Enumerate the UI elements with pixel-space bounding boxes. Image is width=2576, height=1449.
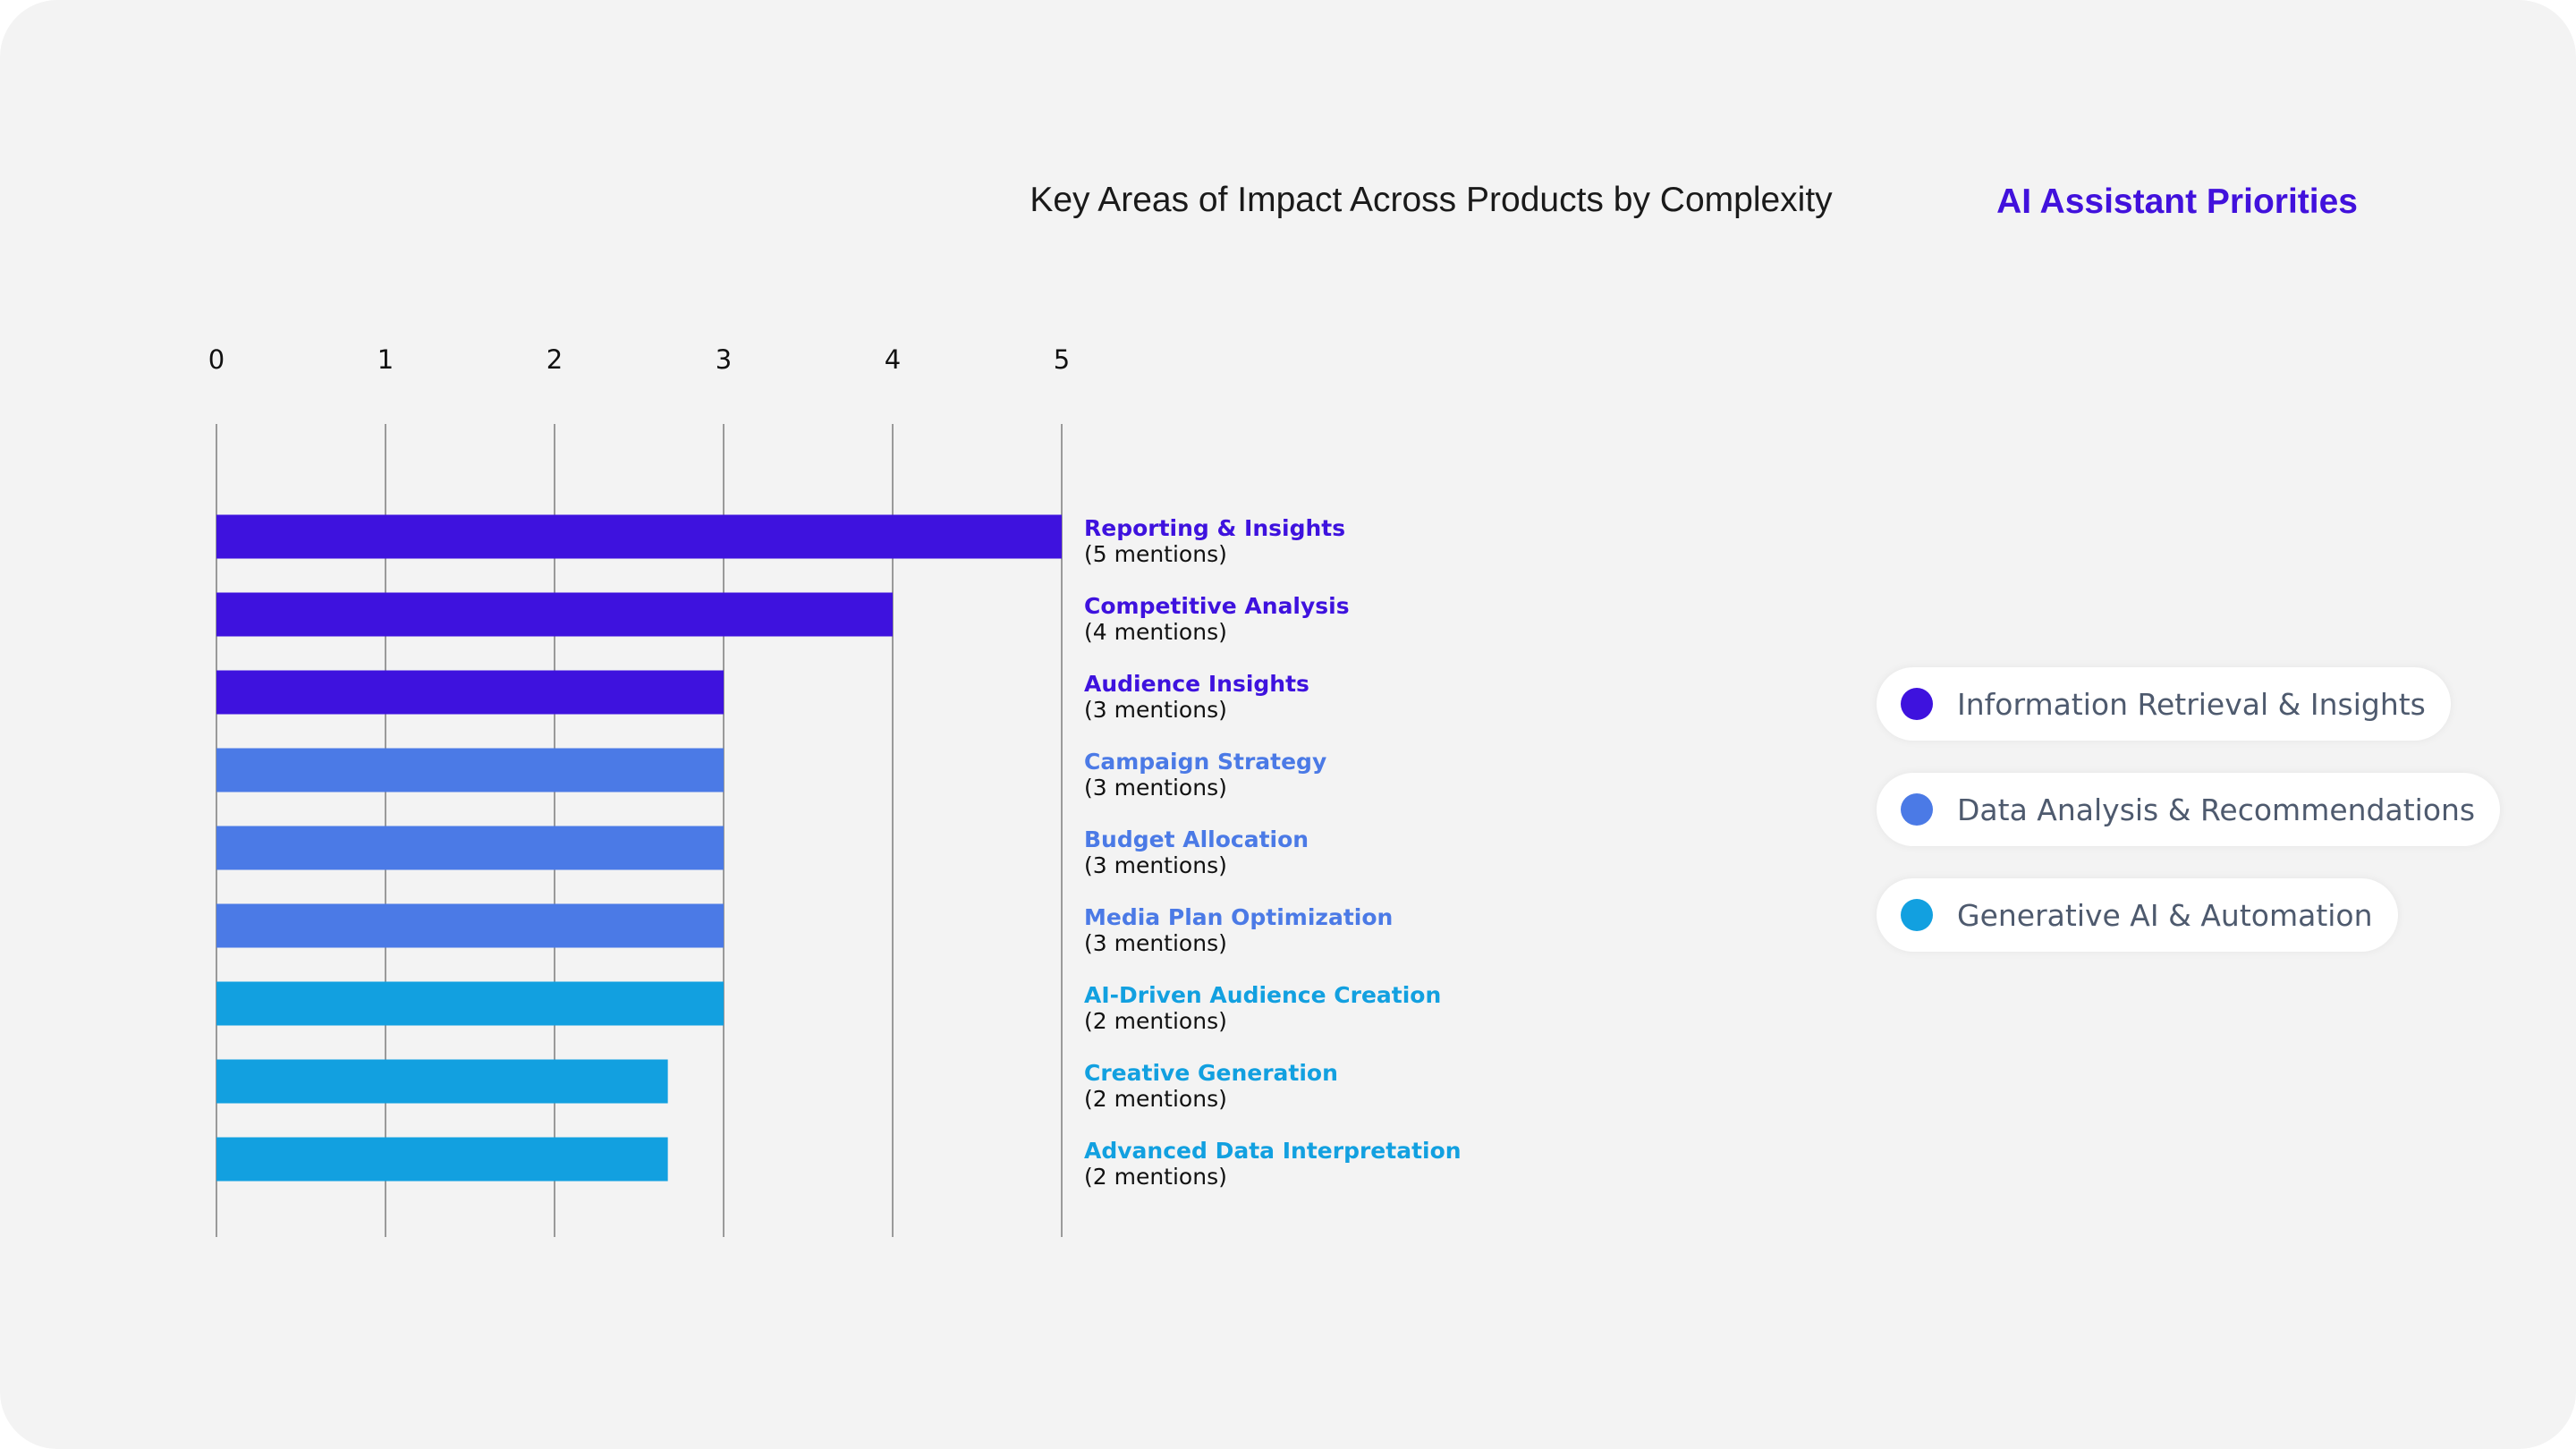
x-tick-label: 0: [208, 344, 225, 375]
category-label: Media Plan Optimization: [1084, 904, 1393, 930]
mentions-label: (2 mentions): [1084, 1164, 1227, 1190]
category-label: Campaign Strategy: [1084, 749, 1326, 775]
x-tick-label: 3: [716, 344, 732, 375]
legend-item-generative-ai: Generative AI & Automation: [1877, 878, 2398, 952]
mentions-label: (3 mentions): [1084, 775, 1227, 801]
category-label: AI-Driven Audience Creation: [1084, 982, 1441, 1008]
x-tick-label: 1: [377, 344, 394, 375]
mentions-label: (5 mentions): [1084, 541, 1227, 567]
category-label: Budget Allocation: [1084, 826, 1309, 852]
chart-title: Key Areas of Impact Across Products by C…: [1030, 181, 1833, 219]
x-tick-label: 2: [547, 344, 563, 375]
category-label: Audience Insights: [1084, 671, 1309, 697]
category-label: Creative Generation: [1084, 1060, 1338, 1086]
legend-swatch: [1901, 793, 1933, 826]
legend-label: Data Analysis & Recommendations: [1957, 792, 2476, 827]
legend-item-information-retrieval: Information Retrieval & Insights: [1877, 667, 2451, 741]
mentions-label: (2 mentions): [1084, 1086, 1227, 1112]
bar: [216, 826, 724, 870]
x-tick-label: 4: [885, 344, 901, 375]
bar: [216, 514, 1062, 559]
mentions-label: (3 mentions): [1084, 697, 1227, 723]
legend-label: Generative AI & Automation: [1957, 897, 2373, 933]
legend-swatch: [1901, 688, 1933, 720]
chart-subtitle: AI Assistant Priorities: [1996, 182, 2358, 221]
legend-item-data-analysis: Data Analysis & Recommendations: [1877, 773, 2501, 846]
mentions-label: (2 mentions): [1084, 1008, 1227, 1034]
bar: [216, 1137, 668, 1182]
category-label: Advanced Data Interpretation: [1084, 1138, 1462, 1164]
bar: [216, 748, 724, 792]
bar: [216, 592, 893, 637]
legend-swatch: [1901, 899, 1933, 931]
mentions-label: (4 mentions): [1084, 619, 1227, 645]
mentions-label: (3 mentions): [1084, 930, 1227, 956]
bar: [216, 670, 724, 715]
bar: [216, 981, 724, 1026]
legend-label: Information Retrieval & Insights: [1957, 686, 2426, 722]
bar: [216, 903, 724, 948]
category-label: Competitive Analysis: [1084, 593, 1350, 619]
bar: [216, 1059, 668, 1104]
mentions-label: (3 mentions): [1084, 852, 1227, 878]
x-tick-label: 5: [1054, 344, 1070, 375]
category-label: Reporting & Insights: [1084, 515, 1345, 541]
